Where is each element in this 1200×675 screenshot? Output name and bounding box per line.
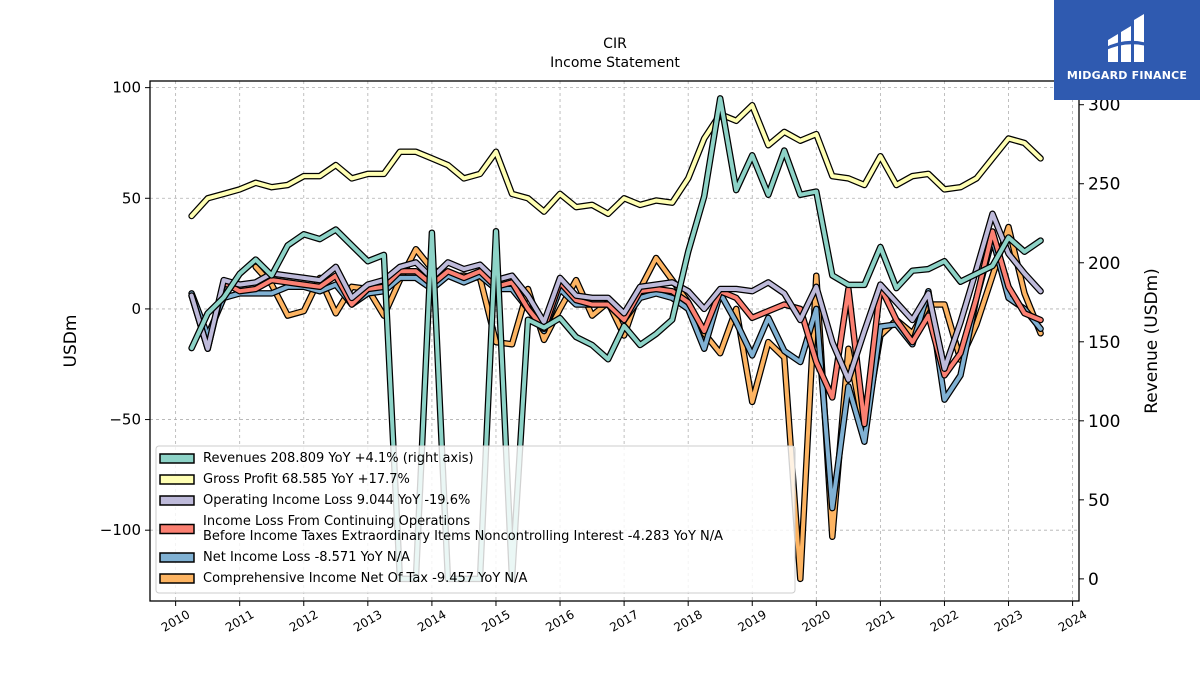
y-right-tick-label: 50 xyxy=(1088,491,1110,511)
legend-label: Operating Income Loss 9.044 YoY -19.6% xyxy=(203,493,470,508)
legend-swatch xyxy=(159,474,195,485)
y-right-tick-label: 200 xyxy=(1088,254,1120,274)
y-right-tick-label: 0 xyxy=(1088,570,1099,590)
legend-swatch xyxy=(159,573,195,584)
x-tick-label: 2021 xyxy=(864,607,897,634)
x-tick-label: 2024 xyxy=(1056,607,1089,634)
y-tick-label: 100 xyxy=(112,79,141,97)
legend-label: Net Income Loss -8.571 YoY N/A xyxy=(203,550,410,565)
legend: Revenues 208.809 YoY +4.1% (right axis) G… xyxy=(155,445,796,594)
series-line xyxy=(189,211,1043,382)
legend-label: Income Loss From Continuing Operations xyxy=(203,514,470,529)
chart-subtitle: Income Statement xyxy=(550,55,680,71)
y-right-tick-label: 150 xyxy=(1088,333,1120,353)
midgard-finance-logo: MIDGARD FINANCE xyxy=(1054,0,1200,100)
series-lines xyxy=(188,95,1044,583)
legend-label: Comprehensive Income Net Of Tax -9.457 Y… xyxy=(203,571,528,586)
x-tick-label: 2017 xyxy=(607,607,640,634)
legend-swatch xyxy=(159,523,195,535)
x-tick-label: 2020 xyxy=(800,607,833,634)
x-tick-label: 2011 xyxy=(223,607,256,634)
x-tick-label: 2022 xyxy=(928,607,961,634)
x-tick-label: 2010 xyxy=(159,607,192,634)
y-axis-label: USDm xyxy=(61,315,81,368)
legend-label: Gross Profit 68.585 YoY +17.7% xyxy=(203,472,410,487)
x-tick-label: 2015 xyxy=(479,607,512,634)
x-tick-label: 2016 xyxy=(543,607,576,634)
y-axis-right-label: Revenue (USDm) xyxy=(1142,268,1162,414)
legend-swatch xyxy=(159,495,195,506)
y-right-tick-label: 250 xyxy=(1088,175,1120,195)
y-tick-label: −50 xyxy=(109,411,141,429)
legend-swatch xyxy=(159,552,195,563)
legend-label: Revenues 208.809 YoY +4.1% (right axis) xyxy=(203,451,474,466)
x-tick-label: 2012 xyxy=(287,607,320,634)
y-tick-label: 0 xyxy=(131,300,141,318)
x-tick-label: 2023 xyxy=(992,607,1025,634)
plot-frame xyxy=(149,80,1080,602)
legend-label: Before Income Taxes Extraordinary Items … xyxy=(203,529,723,544)
x-tick-label: 2014 xyxy=(415,607,448,634)
series-line xyxy=(189,229,1043,426)
legend-box xyxy=(155,445,796,594)
y-right-tick-label: 300 xyxy=(1088,96,1120,116)
logo-text: MIDGARD FINANCE xyxy=(1066,69,1188,82)
x-tick-label: 2018 xyxy=(671,607,704,634)
series-line xyxy=(189,103,1043,218)
y-right-tick-label: 100 xyxy=(1088,412,1120,432)
logo-mark-icon xyxy=(1104,14,1150,62)
y-tick-label: 50 xyxy=(122,189,141,207)
legend-swatch xyxy=(159,453,195,464)
series-line-outline xyxy=(188,102,1044,220)
x-tick-label: 2019 xyxy=(736,607,769,634)
series-line xyxy=(189,96,1043,581)
chart-title: CIR xyxy=(603,36,627,52)
y-tick-label: −100 xyxy=(100,521,141,539)
x-tick-label: 2013 xyxy=(351,607,384,634)
